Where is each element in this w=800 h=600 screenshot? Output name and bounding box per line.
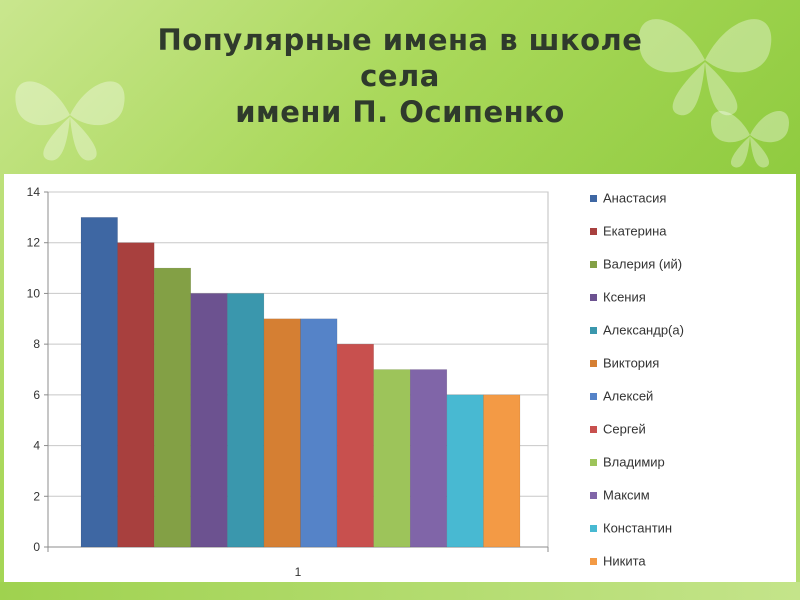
- legend-swatch-3: [590, 261, 597, 268]
- butterfly-decoration-icon: [15, 81, 125, 161]
- legend-label-2: Екатерина: [603, 224, 667, 239]
- y-tick-label: 10: [27, 286, 41, 300]
- bar-chart: 0 2 4 6 8 10 12 14 1 Анастасия Екатерина Валерия (и…: [27, 185, 684, 579]
- legend-label-12: Никита: [603, 554, 646, 569]
- y-tick-label: 4: [33, 439, 40, 453]
- bar-11: [446, 394, 484, 548]
- legend-swatch-12: [590, 558, 597, 565]
- legend-swatch-1: [590, 195, 597, 202]
- y-tick-label: 6: [33, 388, 40, 402]
- bar-10: [410, 369, 448, 548]
- legend-label-3: Валерия (ий): [603, 257, 682, 272]
- y-tick-label: 2: [33, 489, 40, 503]
- y-tick-label: 0: [33, 540, 40, 554]
- legend-label-7: Алексей: [603, 389, 653, 404]
- legend-swatch-10: [590, 492, 597, 499]
- legend-label-9: Владимир: [603, 455, 665, 470]
- legend-label-8: Сергей: [603, 422, 646, 437]
- bottom-decoration-strip: [0, 582, 800, 600]
- legend-swatch-2: [590, 228, 597, 235]
- y-tick-label: 12: [27, 236, 41, 250]
- title-line-2: села: [360, 59, 440, 93]
- legend-label-5: Александр(а): [603, 323, 684, 338]
- legend-swatch-7: [590, 393, 597, 400]
- bar-9: [373, 369, 411, 548]
- chart-panel: 0 2 4 6 8 10 12 14 1 Анастасия Екатерина Валерия (и…: [4, 174, 796, 582]
- slide-title: Популярные имена в школе села имени П. О…: [0, 22, 800, 130]
- bar-5: [227, 293, 265, 548]
- title-line-1: Популярные имена в школе: [157, 23, 643, 57]
- bar-12: [483, 394, 521, 548]
- legend-label-11: Константин: [603, 521, 672, 536]
- y-tick-label: 14: [27, 185, 41, 199]
- bar-6: [263, 318, 301, 548]
- legend-label-1: Анастасия: [603, 191, 666, 206]
- legend-label-6: Виктория: [603, 356, 659, 371]
- bar-4: [190, 293, 228, 548]
- legend-label-10: Максим: [603, 488, 650, 503]
- bar-3: [153, 267, 192, 548]
- butterfly-decoration-icon: [638, 19, 772, 116]
- legend-swatch-8: [590, 426, 597, 433]
- title-line-3: имени П. Осипенко: [235, 95, 565, 129]
- legend-swatch-11: [590, 525, 597, 532]
- legend-swatch-4: [590, 294, 597, 301]
- legend-label-4: Ксения: [603, 290, 646, 305]
- butterfly-decoration-icon: [710, 110, 790, 168]
- legend-swatch-9: [590, 459, 597, 466]
- bar-8: [336, 343, 374, 548]
- bar-7: [300, 318, 338, 548]
- bar-1: [80, 217, 118, 548]
- legend-swatch-6: [590, 360, 597, 367]
- bar-2: [117, 242, 155, 548]
- legend-swatch-5: [590, 327, 597, 334]
- x-tick-label: 1: [295, 565, 302, 579]
- y-tick-label: 8: [33, 337, 40, 351]
